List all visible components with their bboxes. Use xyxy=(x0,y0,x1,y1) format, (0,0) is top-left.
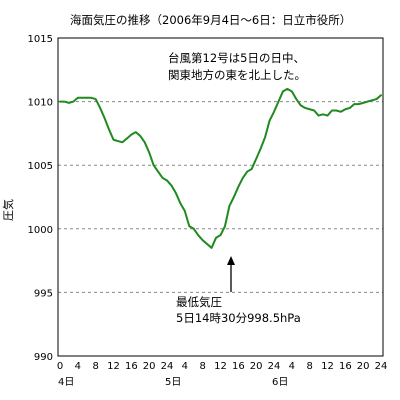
annotation-top-line-1: 台風第12号は5日の日中、 xyxy=(168,51,305,65)
pressure-series-line xyxy=(59,87,382,249)
x-tick-label: 20 xyxy=(250,361,263,372)
day-label: 4日 xyxy=(58,377,74,388)
x-tick-label: 20 xyxy=(357,361,370,372)
x-tick-label: 12 xyxy=(107,361,120,372)
y-tick-label: 1005 xyxy=(28,161,53,172)
x-tick-label: 4 xyxy=(182,361,188,372)
x-tick-label: 8 xyxy=(199,361,205,372)
chart-title: 海面気圧の推移（2006年9月4日～6日：日立市役所） xyxy=(70,13,351,27)
x-axis-ticks: 0 4 8 12 16 20 24 4 8 12 16 20 24 4 8 12 16 20 24 xyxy=(57,361,388,372)
x-tick-label: 16 xyxy=(125,361,138,372)
x-tick-label: 8 xyxy=(92,361,98,372)
annotation-min-line-2: 5日14時30分998.5hPa xyxy=(176,311,301,325)
x-tick-label: 0 xyxy=(57,361,63,372)
day-label: 6日 xyxy=(272,377,288,388)
day-labels: 4日 5日 6日 xyxy=(58,377,288,388)
y-tick-label: 990 xyxy=(34,352,53,363)
day-label: 5日 xyxy=(165,377,181,388)
x-tick-label: 20 xyxy=(143,361,156,372)
x-tick-label: 16 xyxy=(232,361,245,372)
annotation-top-line-2: 関東地方の東を北上した。 xyxy=(168,68,306,82)
x-tick-label: 16 xyxy=(339,361,352,372)
top-annotation: 台風第12号は5日の日中、 関東地方の東を北上した。 xyxy=(168,51,306,82)
x-tick-label: 12 xyxy=(321,361,334,372)
x-tick-label: 24 xyxy=(268,361,281,372)
y-tick-label: 995 xyxy=(34,288,53,299)
x-tick-label: 24 xyxy=(375,361,388,372)
min-arrow-head xyxy=(227,256,235,265)
y-tick-label: 1010 xyxy=(28,98,53,109)
x-tick-label: 24 xyxy=(161,361,174,372)
y-tick-label: 1015 xyxy=(28,34,53,45)
x-tick-label: 4 xyxy=(289,361,295,372)
plot-frame xyxy=(57,37,384,357)
x-tick-label: 8 xyxy=(306,361,312,372)
x-tick-label: 12 xyxy=(214,361,227,372)
minimum-annotation: 最低気圧 5日14時30分998.5hPa xyxy=(176,256,301,325)
y-axis-ticks: 990 995 1000 1005 1010 1015 xyxy=(28,34,53,363)
y-tick-label: 1000 xyxy=(28,225,53,236)
grid-lines xyxy=(58,101,383,293)
y-axis-label: 圧気 xyxy=(1,199,15,221)
annotation-min-line-1: 最低気圧 xyxy=(176,295,222,309)
x-tick-label: 4 xyxy=(75,361,81,372)
